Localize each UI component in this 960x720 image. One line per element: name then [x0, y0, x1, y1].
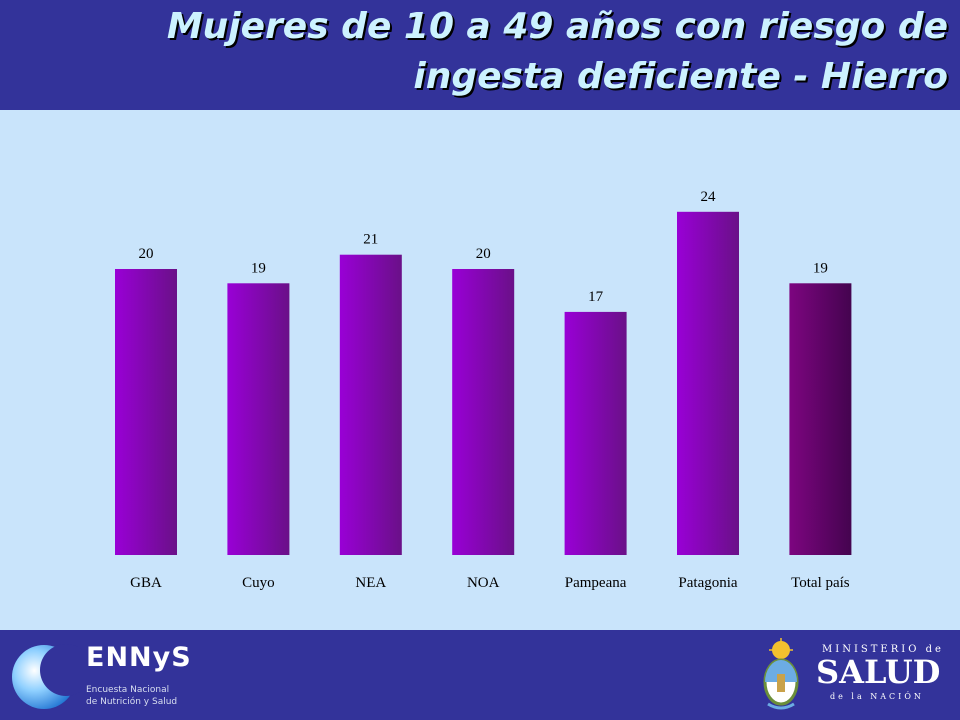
data-label: 19	[251, 260, 266, 276]
header-banner: Mujeres de 10 a 49 años con riesgo de in…	[0, 0, 960, 110]
chart-area: 20 19 21 20 17 24 19 GBA Cuyo NEA NOA Pampeana Pata…	[0, 110, 960, 630]
title-line-2: ingesta deficiente - Hierro	[413, 56, 948, 97]
ministry-top-text: MINISTERIO de	[822, 644, 944, 655]
category-tick-label: Cuyo	[242, 575, 275, 591]
bar-gba	[115, 269, 177, 555]
bar-nea	[339, 254, 402, 555]
data-label: 20	[139, 246, 154, 262]
ministry-logo: MINISTERIO de SALUD de la NACIÓN	[816, 640, 946, 710]
bar-noa	[452, 269, 515, 555]
ennys-subtitle: Encuesta Nacional de Nutrición y Salud	[86, 684, 177, 708]
bar-pampeana	[564, 311, 627, 555]
category-tick-label: NEA	[355, 575, 386, 591]
ennys-moon-logo-icon	[12, 644, 82, 709]
title-line-1: Mujeres de 10 a 49 años con riesgo de	[166, 6, 948, 47]
data-label: 24	[701, 189, 717, 205]
slide-title: Mujeres de 10 a 49 años con riesgo de in…	[48, 2, 948, 102]
ennys-logo-text: ENNyS	[86, 642, 192, 673]
national-shield-icon	[763, 638, 799, 710]
data-label: 21	[363, 232, 378, 248]
ministry-main-text: SALUD	[816, 653, 941, 691]
bar-total-país	[789, 283, 852, 555]
data-label: 17	[588, 289, 604, 305]
bar-cuyo	[227, 283, 290, 555]
ennys-subtitle-line-1: Encuesta Nacional	[86, 685, 170, 695]
ministry-bottom-text: de la NACIÓN	[830, 692, 924, 701]
ennys-subtitle-line-2: de Nutrición y Salud	[86, 697, 178, 707]
bar-chart: 20 19 21 20 17 24 19 GBA Cuyo NEA NOA Pampeana Pata…	[115, 189, 852, 591]
category-tick-label: Total país	[791, 575, 850, 591]
category-tick-label: Patagonia	[678, 575, 737, 591]
data-label: 20	[476, 246, 491, 262]
category-tick-label: NOA	[467, 575, 500, 591]
footer-banner: ENNyS Encuesta Nacional de Nutrición y S…	[0, 630, 960, 720]
bar-patagonia	[677, 211, 739, 556]
category-tick-label: GBA	[130, 575, 162, 591]
data-label: 19	[813, 260, 828, 276]
category-tick-label: Pampeana	[565, 575, 627, 591]
